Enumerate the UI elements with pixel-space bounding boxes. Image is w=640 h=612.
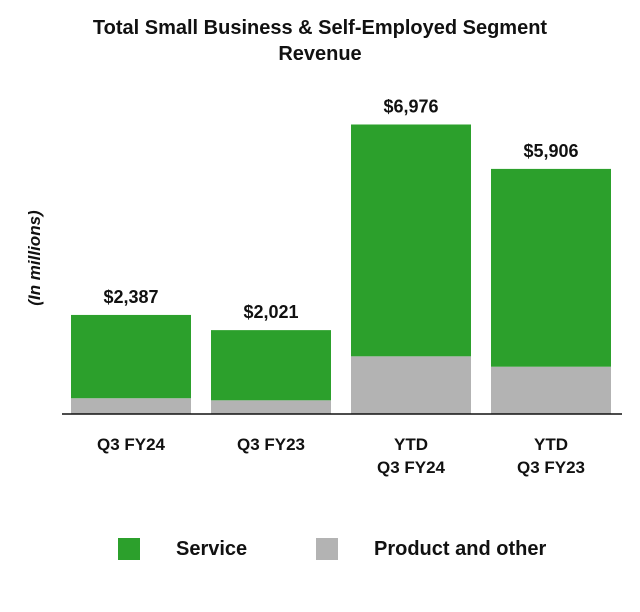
bar-service-0: [71, 314, 191, 399]
total-label-0: $2,387: [103, 287, 158, 307]
x-tick-label-2-1: Q3 FY24: [377, 458, 446, 477]
total-label-3: $5,906: [523, 141, 578, 161]
bar-product-and-other-0: [71, 398, 191, 414]
x-tick-label-3-0: YTD: [534, 435, 568, 454]
legend: Service Product and other: [0, 532, 640, 566]
chart-title-line-2: Revenue: [278, 43, 362, 65]
bar-product-and-other-1: [211, 400, 331, 414]
total-label-1: $2,021: [243, 302, 298, 322]
bar-service-3: [491, 168, 611, 367]
legend-swatch-product-and-other: [316, 538, 338, 560]
bars-layer: [71, 124, 611, 414]
legend-label-product-and-other: Product and other: [374, 537, 547, 560]
x-tick-label-3-1: Q3 FY23: [517, 458, 585, 477]
x-tick-label-1-0: Q3 FY23: [237, 435, 305, 454]
legend-item-service: Service: [118, 532, 247, 566]
legend-label-service: Service: [176, 537, 248, 560]
bar-service-2: [351, 124, 471, 357]
chart-title: Total Small Business & Self-Employed Seg…: [0, 15, 640, 67]
legend-item-product-and-other: Product and other: [316, 532, 546, 566]
bar-product-and-other-3: [491, 366, 611, 414]
legend-swatch-service: [118, 538, 140, 560]
labels-layer: $2,387 Q3 FY24 $2,021 Q3 FY23 $6,976 YTD Q3 FY…: [97, 96, 585, 477]
chart-title-line-1: Total Small Business & Self-Employed Seg…: [92, 17, 548, 39]
bar-service-1: [211, 330, 331, 401]
x-tick-label-2-0: YTD: [394, 435, 428, 454]
y-axis-label: (In millions): [25, 210, 44, 306]
bar-product-and-other-2: [351, 356, 471, 414]
x-tick-label-0-0: Q3 FY24: [97, 435, 166, 454]
total-label-2: $6,976: [383, 96, 438, 116]
